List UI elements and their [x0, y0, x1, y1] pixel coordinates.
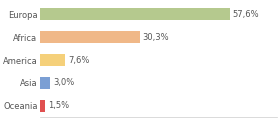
Text: 3,0%: 3,0%	[53, 78, 74, 87]
Bar	[40, 54, 65, 66]
Text: 30,3%: 30,3%	[143, 33, 169, 42]
Text: 1,5%: 1,5%	[48, 101, 69, 110]
Text: 7,6%: 7,6%	[68, 55, 89, 65]
Bar	[40, 100, 45, 112]
Bar	[40, 31, 140, 43]
Bar	[40, 77, 50, 89]
Bar	[40, 8, 230, 20]
Text: 57,6%: 57,6%	[232, 10, 259, 19]
